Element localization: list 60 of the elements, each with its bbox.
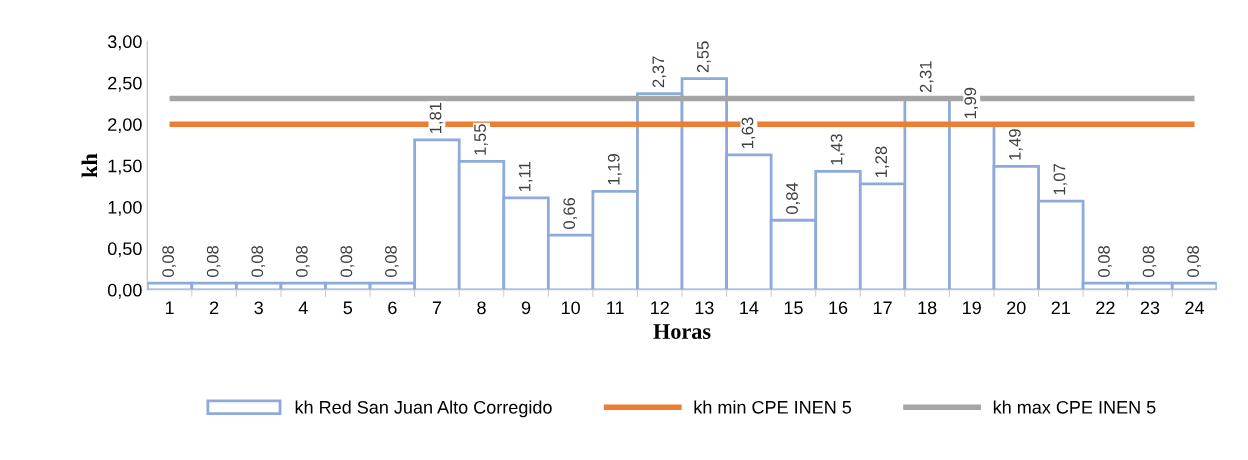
x-tick-label: 8 xyxy=(477,301,486,315)
y-axis-title: kh xyxy=(81,153,97,178)
y-tick-label: 1,50 xyxy=(108,159,142,175)
x-tick-label: 12 xyxy=(651,301,669,314)
data-label: 1,63 xyxy=(741,117,756,149)
x-tick-label: 13 xyxy=(695,301,714,315)
x-tick-label: 9 xyxy=(521,301,531,315)
x-tick-label: 3 xyxy=(254,301,263,315)
x-tick-label: 10 xyxy=(561,301,580,315)
data-label: 1,99 xyxy=(964,87,979,119)
legend-label: kh min CPE INEN 5 xyxy=(694,400,852,414)
x-tick-label: 18 xyxy=(918,301,937,315)
x-tick-label: 23 xyxy=(1140,301,1160,315)
data-label: 0,08 xyxy=(295,245,310,277)
data-label: 0,66 xyxy=(563,197,578,229)
data-label: 0,08 xyxy=(1098,245,1112,277)
x-tick-label: 6 xyxy=(388,301,397,315)
data-label: 0,08 xyxy=(206,245,221,277)
data-label: 1,28 xyxy=(875,146,890,177)
data-label: 1,49 xyxy=(1008,129,1023,160)
y-tick-label: 0,50 xyxy=(107,242,142,258)
x-tick-label: 20 xyxy=(1007,301,1026,315)
x-tick-label: 17 xyxy=(873,301,892,314)
x-tick-label: 1 xyxy=(165,301,174,314)
x-tick-label: 16 xyxy=(829,301,848,315)
data-label: 0,08 xyxy=(1142,245,1157,277)
data-label: 0,08 xyxy=(1187,245,1201,277)
data-label: 1,11 xyxy=(518,161,533,192)
legend-label: kh Red San Juan Alto Corregido xyxy=(295,400,552,418)
x-tick-label: 7 xyxy=(432,301,442,314)
x-axis-title: Horas xyxy=(653,324,711,339)
data-label: 1,07 xyxy=(1053,164,1068,195)
x-tick-label: 11 xyxy=(607,301,624,314)
x-tick-label: 15 xyxy=(784,301,803,315)
x-tick-label: 14 xyxy=(740,301,759,314)
data-label: 2,31 xyxy=(919,61,934,93)
x-tick-label: 19 xyxy=(963,301,981,315)
x-tick-label: 4 xyxy=(298,301,308,314)
x-tick-label: 21 xyxy=(1051,301,1070,314)
data-label: 0,08 xyxy=(340,245,355,277)
y-tick-label: 0,00 xyxy=(107,283,142,299)
x-tick-label: 5 xyxy=(343,301,353,315)
data-label: 2,55 xyxy=(696,41,711,73)
data-label: 0,08 xyxy=(385,245,399,277)
data-label: 1,43 xyxy=(830,134,845,165)
y-tick-label: 2,00 xyxy=(108,118,142,134)
x-tick-label: 22 xyxy=(1096,301,1115,314)
x-tick-label: 2 xyxy=(210,301,219,314)
data-label: 1,55 xyxy=(474,124,488,155)
data-label: 1,19 xyxy=(607,154,622,185)
data-label: 0,08 xyxy=(162,245,176,277)
legend-label: kh max CPE INEN 5 xyxy=(993,400,1156,414)
data-label: 0,08 xyxy=(251,245,266,277)
y-tick-label: 3,00 xyxy=(107,35,142,51)
y-tick-label: 2,50 xyxy=(108,76,142,92)
data-label: 0,84 xyxy=(786,182,800,215)
x-tick-label: 24 xyxy=(1185,301,1205,314)
y-tick-label: 1,00 xyxy=(108,200,142,216)
data-label: 1,81 xyxy=(429,102,444,134)
data-label: 2,37 xyxy=(652,56,667,88)
